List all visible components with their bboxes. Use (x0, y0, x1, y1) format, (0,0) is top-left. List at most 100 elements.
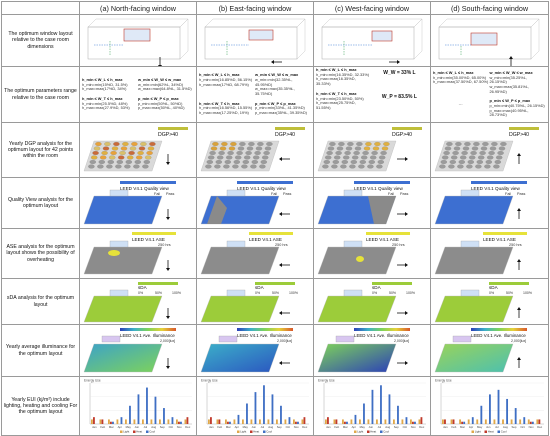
dgp-sensor-point (260, 159, 268, 164)
north-arrow-icon (397, 361, 408, 365)
room-edge (179, 18, 189, 28)
eui-bar (108, 419, 110, 424)
month-tick-label: Dec (302, 425, 308, 429)
sda-tick-label: 100% (406, 291, 415, 295)
dgp-sensor-point (498, 146, 506, 151)
north-arrow-icon (166, 209, 170, 220)
row-label-sda: sDA analysis for the optimum layout (1, 278, 80, 325)
param-ww-value: W_W = 33% L (383, 70, 416, 76)
qv-cell-west: LEED V4.1 Quality view Fail Pass (313, 177, 431, 229)
param-text: w_max=max(35.81%L, 26.95%D) (489, 83, 530, 94)
dgp-sensor-point (245, 151, 252, 156)
col-header-east: (b) East-facing window (196, 1, 314, 15)
legend-entry: Light (240, 430, 246, 434)
dgp-sensor-point (228, 146, 236, 151)
legend-bar (471, 328, 527, 331)
dgp-sensor-point (210, 146, 218, 151)
dgp-sensor-point (473, 142, 480, 147)
month-tick-label: Apr (118, 425, 122, 429)
window-glass (101, 335, 121, 343)
dgp-sensor-point (352, 155, 359, 160)
legend-entry: Light (357, 430, 363, 434)
dgp-sensor-point (449, 159, 456, 164)
dgp-sensor-point (484, 164, 491, 169)
dgp-sensor-point (372, 146, 380, 151)
legend-swatch (367, 430, 370, 433)
eui-bar (133, 419, 136, 424)
legend-swatch (263, 430, 266, 433)
illum-legend-label: LEED V4.1 Ave. Illuminance (120, 333, 175, 338)
param-text: w_max=max(64.8%L, 31.5%D) (137, 86, 192, 92)
north-arrow-head (517, 208, 521, 211)
room-front-edge (321, 26, 415, 60)
legend-entry: Heat (488, 430, 494, 434)
dgp-sensor-point (471, 146, 479, 151)
dgp-sensor-point (89, 159, 97, 164)
eui-bar (186, 417, 189, 424)
eui-bar (523, 417, 526, 424)
room-top-edge (204, 18, 306, 28)
dgp-sensor-point (236, 151, 243, 156)
legend-bar (237, 181, 293, 184)
eui-bar (350, 419, 353, 424)
dgp-sensor-point (93, 146, 101, 151)
dgp-sensor-point (241, 164, 248, 169)
eui-bar (163, 408, 165, 424)
dgp-point-grid: DGP>40 (83, 127, 188, 172)
room-layout-diagram (204, 18, 306, 64)
param-ww-range: w_min ≤ W_W ≤ w_max (137, 76, 182, 82)
eui-cell-west: Energy Use Jan Feb Mar Apr May Jun Jul Aug Sep Oct… (313, 376, 431, 436)
window-glass (343, 189, 363, 197)
ase-legend-label: LEED V4.1 ASE (366, 237, 399, 242)
legend-swatch (120, 430, 123, 433)
month-tick-label: Apr (352, 425, 356, 429)
legend-entry: Heat (136, 430, 142, 434)
dgp-sensor-point (257, 142, 264, 147)
dgp-sensor-point (264, 146, 272, 151)
legend-entry: Cool (266, 430, 272, 434)
dgp-sensor-point (340, 164, 347, 169)
legend-entry: Light (475, 430, 481, 434)
dgp-sensor-point (362, 151, 369, 156)
month-tick-label: Sep (160, 425, 165, 429)
dgp-sensor-point (368, 159, 376, 164)
dgp-sensor-point (104, 142, 111, 147)
col-header-south: (d) South-facing window (430, 1, 549, 15)
dgp-sensor-point (345, 146, 353, 151)
month-tick-label: Oct (286, 425, 291, 429)
dgp-sensor-point (88, 164, 95, 169)
dgp-sensor-point (444, 146, 452, 151)
dgp-sensor-point (443, 151, 450, 156)
legend-swatch (250, 430, 253, 433)
eui-bar (367, 419, 370, 424)
legend-bar (471, 181, 527, 184)
dgp-sensor-point (478, 155, 485, 160)
eui-bar (101, 419, 104, 424)
dgp-sensor-point (149, 142, 156, 147)
month-tick-label: Sep (511, 425, 516, 429)
eui-bar (459, 419, 462, 424)
eui-bar (242, 419, 244, 424)
qv-cell-north: LEED V4.1 Quality view Fail Pass (79, 177, 197, 229)
legend-swatch (484, 430, 487, 433)
illum-legend-label: LEED V4.1 Ave. Illuminance (237, 333, 292, 338)
eui-bar (142, 419, 144, 424)
legend-swatch (497, 430, 500, 433)
dgp-sensor-point (343, 155, 350, 160)
month-tick-label: May (477, 425, 483, 429)
qv-cell-east: LEED V4.1 Quality view Fail Pass (196, 177, 314, 229)
eui-bar (414, 421, 416, 424)
param-wt-range: h_min ≤ W_T ≤ h_max (199, 100, 240, 106)
dgp-sensor-point (448, 164, 455, 169)
month-tick-label: Mar (343, 425, 348, 429)
dgp-sensor-point (219, 146, 227, 151)
room-front-edge (87, 26, 181, 60)
legend-entry: Cool (383, 430, 389, 434)
legend-bar (354, 328, 410, 331)
eui-bar (137, 394, 140, 424)
month-tick-label: Jul (260, 425, 264, 429)
legend-entry: Cool (149, 430, 155, 434)
eui-bar (397, 405, 399, 424)
dgp-sensor-point (376, 164, 383, 169)
